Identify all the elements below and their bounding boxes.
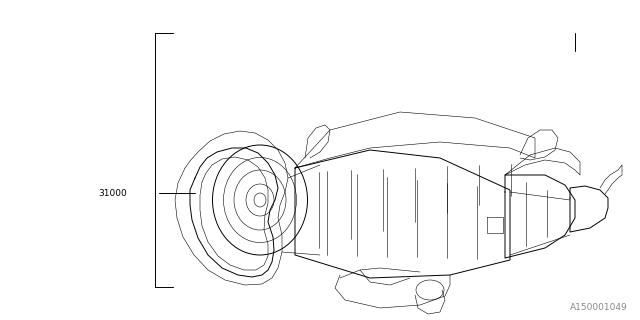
Text: 31000: 31000 xyxy=(99,188,127,197)
Text: A150001049: A150001049 xyxy=(570,303,628,312)
